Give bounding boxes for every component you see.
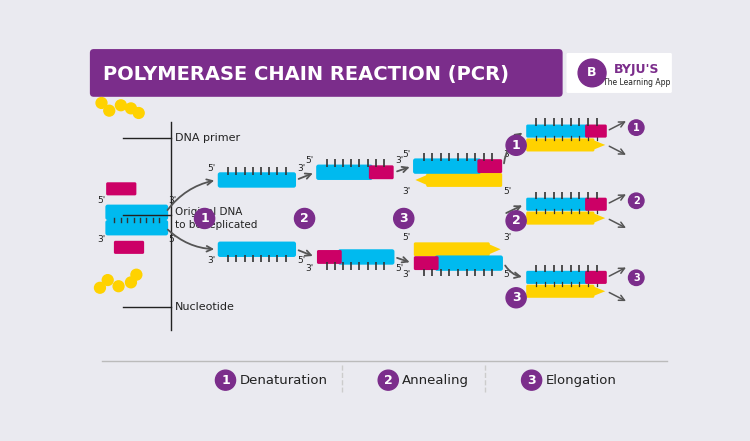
FancyBboxPatch shape [435, 255, 503, 271]
FancyBboxPatch shape [526, 285, 595, 298]
Polygon shape [488, 244, 501, 254]
FancyBboxPatch shape [477, 159, 502, 173]
Text: 3': 3' [305, 264, 314, 273]
Text: 3': 3' [168, 196, 176, 205]
Circle shape [506, 135, 526, 155]
Text: POLYMERASE CHAIN REACTION (PCR): POLYMERASE CHAIN REACTION (PCR) [103, 65, 509, 84]
Circle shape [394, 209, 414, 228]
Text: 1: 1 [221, 374, 230, 387]
Text: 5': 5' [305, 157, 314, 165]
FancyBboxPatch shape [317, 250, 342, 264]
Text: 3: 3 [633, 273, 640, 283]
Text: Original DNA
to be replicated: Original DNA to be replicated [175, 207, 257, 230]
Circle shape [104, 105, 115, 116]
Text: 3': 3' [98, 235, 105, 244]
Circle shape [102, 275, 113, 285]
Text: 5': 5' [504, 187, 512, 196]
Text: Elongation: Elongation [545, 374, 616, 387]
Text: 1: 1 [633, 123, 640, 133]
Circle shape [506, 211, 526, 231]
FancyBboxPatch shape [526, 271, 588, 284]
FancyBboxPatch shape [106, 182, 136, 195]
Text: 3': 3' [504, 150, 512, 159]
Text: 5': 5' [98, 196, 105, 205]
Circle shape [125, 103, 136, 114]
Text: 2: 2 [300, 212, 309, 225]
Circle shape [96, 97, 107, 108]
Circle shape [134, 108, 144, 118]
Circle shape [378, 370, 398, 390]
Text: 3': 3' [504, 233, 512, 243]
Text: 2: 2 [512, 214, 520, 227]
Text: 2: 2 [384, 374, 393, 387]
Circle shape [521, 370, 542, 390]
Text: 1: 1 [512, 139, 520, 152]
Text: 3': 3' [297, 164, 305, 173]
Text: 3': 3' [403, 270, 411, 279]
Text: 3': 3' [207, 256, 215, 265]
Text: 1: 1 [200, 212, 209, 225]
Text: 5': 5' [207, 164, 215, 173]
Circle shape [295, 209, 315, 228]
Circle shape [194, 209, 214, 228]
Text: DNA primer: DNA primer [175, 133, 240, 142]
Text: BYJU'S: BYJU'S [614, 64, 659, 76]
Text: Nucleotide: Nucleotide [175, 302, 235, 312]
FancyBboxPatch shape [369, 165, 394, 179]
Text: Denaturation: Denaturation [239, 374, 328, 387]
Polygon shape [592, 286, 605, 296]
Text: 3: 3 [400, 212, 408, 225]
Text: 5': 5' [297, 256, 305, 265]
FancyBboxPatch shape [526, 198, 588, 211]
Polygon shape [416, 175, 428, 185]
Text: 3': 3' [403, 187, 411, 196]
FancyBboxPatch shape [426, 173, 502, 187]
Circle shape [94, 282, 105, 293]
Text: 5': 5' [504, 270, 512, 279]
FancyBboxPatch shape [526, 124, 588, 138]
FancyBboxPatch shape [316, 164, 373, 180]
FancyBboxPatch shape [90, 49, 562, 97]
FancyBboxPatch shape [114, 241, 144, 254]
Polygon shape [592, 140, 605, 150]
Polygon shape [592, 213, 605, 223]
Text: 3: 3 [527, 374, 536, 387]
Text: 2: 2 [633, 196, 640, 206]
Circle shape [628, 120, 644, 135]
FancyBboxPatch shape [105, 205, 168, 220]
FancyBboxPatch shape [526, 138, 595, 151]
Text: Annealing: Annealing [402, 374, 470, 387]
Circle shape [113, 281, 124, 292]
FancyBboxPatch shape [585, 198, 607, 211]
FancyBboxPatch shape [217, 172, 296, 188]
Text: 3: 3 [512, 291, 520, 304]
FancyBboxPatch shape [105, 220, 168, 235]
Circle shape [628, 270, 644, 285]
Circle shape [131, 269, 142, 280]
FancyBboxPatch shape [414, 256, 439, 270]
FancyBboxPatch shape [526, 212, 595, 224]
Text: B: B [587, 67, 597, 79]
Circle shape [628, 193, 644, 209]
Circle shape [578, 59, 606, 87]
FancyBboxPatch shape [413, 158, 482, 174]
FancyBboxPatch shape [217, 242, 296, 257]
Circle shape [125, 277, 136, 288]
Circle shape [215, 370, 236, 390]
Text: 3': 3' [395, 157, 404, 165]
Text: The Learning App: The Learning App [602, 78, 670, 87]
Text: 5': 5' [395, 264, 404, 273]
Text: 5': 5' [403, 150, 411, 159]
Text: 5': 5' [403, 233, 411, 243]
FancyBboxPatch shape [414, 243, 490, 256]
FancyBboxPatch shape [585, 124, 607, 138]
FancyBboxPatch shape [566, 53, 672, 93]
FancyBboxPatch shape [585, 271, 607, 284]
FancyBboxPatch shape [338, 249, 394, 265]
Circle shape [116, 100, 126, 111]
Text: 5': 5' [168, 235, 176, 244]
Circle shape [506, 288, 526, 308]
